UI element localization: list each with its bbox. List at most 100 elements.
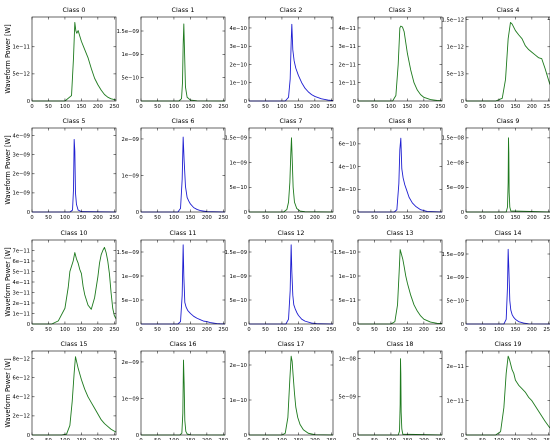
y-axis-title: Waveform Power [W] bbox=[4, 135, 12, 204]
chart-panel-13: Class 13 0 50 100 150 200 250 5e−11 1e−10 1.5e−10… bbox=[334, 229, 446, 333]
x-tick-label: 200 bbox=[202, 438, 212, 440]
series-line bbox=[358, 358, 443, 436]
series-line bbox=[249, 137, 334, 213]
panel-title: Class 14 bbox=[495, 229, 522, 237]
x-tick-label: 150 bbox=[510, 438, 520, 440]
x-tick-label: 250 bbox=[109, 438, 119, 440]
x-tick-label: 0 bbox=[247, 438, 250, 440]
x-tick-label: 100 bbox=[277, 438, 287, 440]
y-tick-label: 8e−12 bbox=[13, 356, 30, 362]
x-tick-label: 0 bbox=[464, 104, 467, 110]
x-tick-label: 100 bbox=[494, 104, 504, 110]
plot-frame bbox=[465, 127, 550, 213]
y-tick-label: 1e−10 bbox=[339, 274, 356, 280]
panel-title: Class 8 bbox=[389, 117, 412, 125]
chart-panel-0: Class 0 0 50 100 150 200 250 5e−12 1e−11 0 bbox=[13, 6, 120, 110]
y-tick-label: 3e−10 bbox=[230, 44, 247, 50]
chart-panel-14: Class 14 0 50 100 150 200 250 5e−10 1e−09 1.5e−09… bbox=[442, 229, 550, 333]
x-tick-label: 250 bbox=[109, 104, 119, 110]
x-tick-label: 100 bbox=[277, 215, 287, 221]
x-tick-label: 250 bbox=[109, 327, 119, 333]
y-tick-label: 1.5e−10 bbox=[334, 250, 356, 256]
panel-title: Class 13 bbox=[387, 229, 414, 237]
y-tick-label-zero: 0 bbox=[353, 210, 356, 216]
plot-frame bbox=[140, 127, 226, 213]
x-tick-label: 250 bbox=[326, 215, 336, 221]
plot-frame bbox=[465, 239, 550, 325]
x-tick-label: 0 bbox=[30, 327, 33, 333]
x-tick-label: 200 bbox=[310, 104, 320, 110]
y-tick-label: 3e−11 bbox=[13, 290, 30, 296]
series-line bbox=[466, 355, 550, 436]
series-line bbox=[358, 249, 443, 325]
x-tick-label: 250 bbox=[326, 327, 336, 333]
y-tick-label: 1e−11 bbox=[13, 311, 30, 317]
y-tick-label: 2e−09 bbox=[122, 137, 139, 143]
x-tick-label: 150 bbox=[76, 438, 86, 440]
y-tick-label: 1.5e−08 bbox=[442, 136, 464, 142]
y-tick-label: 2e−09 bbox=[122, 360, 139, 366]
plot-frame bbox=[357, 127, 443, 213]
y-tick-label: 2e−09 bbox=[13, 172, 30, 178]
y-tick-label: 5e−12 bbox=[13, 72, 30, 78]
panel-title: Class 7 bbox=[280, 117, 303, 125]
plot-frame bbox=[248, 350, 334, 436]
x-tick-label: 200 bbox=[310, 438, 320, 440]
plot-frame bbox=[140, 350, 226, 436]
panel-title: Class 4 bbox=[497, 6, 520, 14]
x-tick-label: 200 bbox=[527, 327, 537, 333]
x-tick-label: 50 bbox=[262, 327, 269, 333]
x-tick-label: 0 bbox=[464, 327, 467, 333]
x-tick-label: 150 bbox=[185, 438, 195, 440]
y-tick-label-zero: 0 bbox=[461, 433, 464, 439]
y-tick-label: 1e−08 bbox=[339, 356, 356, 362]
panel-title: Class 18 bbox=[387, 340, 414, 348]
chart-panel-4: Class 4 0 50 100 150 200 250 5e−13 1e−12 1.5e−12 0 bbox=[442, 6, 550, 110]
y-axis-title: Waveform Power [W] bbox=[4, 358, 12, 427]
plot-frame bbox=[465, 350, 550, 436]
y-tick-label: 5e−10 bbox=[447, 298, 464, 304]
chart-panel-6: Class 6 0 50 100 150 200 250 1e−09 2e−09 0 bbox=[122, 117, 229, 221]
x-tick-label: 0 bbox=[464, 438, 467, 440]
plot-frame bbox=[357, 350, 443, 436]
y-tick-label: 4e−11 bbox=[339, 26, 356, 32]
y-tick-label: 2e−10 bbox=[339, 187, 356, 193]
x-tick-label: 100 bbox=[386, 438, 396, 440]
panel-title: Class 11 bbox=[170, 229, 197, 237]
y-tick-label: 1e−09 bbox=[122, 274, 139, 280]
y-tick-label-zero: 0 bbox=[244, 210, 247, 216]
series-line bbox=[32, 21, 117, 102]
x-tick-label: 50 bbox=[479, 438, 486, 440]
x-tick-label: 50 bbox=[154, 438, 161, 440]
x-tick-label: 200 bbox=[202, 104, 212, 110]
x-tick-label: 250 bbox=[543, 327, 550, 333]
plot-frame bbox=[140, 16, 226, 102]
x-tick-label: 0 bbox=[356, 438, 359, 440]
x-tick-label: 0 bbox=[356, 327, 359, 333]
plot-frame bbox=[31, 350, 117, 436]
x-tick-label: 150 bbox=[402, 438, 412, 440]
panel-title: Class 10 bbox=[61, 229, 88, 237]
y-tick-label: 1e−09 bbox=[447, 275, 464, 281]
y-tick-label-zero: 0 bbox=[461, 322, 464, 328]
x-tick-label: 100 bbox=[494, 438, 504, 440]
x-tick-label: 0 bbox=[464, 215, 467, 221]
x-tick-label: 0 bbox=[356, 104, 359, 110]
x-tick-label: 100 bbox=[386, 104, 396, 110]
y-tick-label: 2e−11 bbox=[13, 301, 30, 307]
y-tick-label: 2e−10 bbox=[230, 363, 247, 369]
y-tick-label-zero: 0 bbox=[244, 322, 247, 328]
y-tick-label: 1e−10 bbox=[230, 398, 247, 404]
plot-frame bbox=[248, 127, 334, 213]
x-tick-label: 50 bbox=[371, 104, 378, 110]
x-tick-label: 200 bbox=[419, 215, 429, 221]
panel-title: Class 1 bbox=[172, 6, 195, 14]
x-tick-label: 150 bbox=[510, 215, 520, 221]
y-tick-label: 3e−09 bbox=[13, 153, 30, 159]
x-tick-label: 150 bbox=[185, 215, 195, 221]
y-tick-label: 5e−09 bbox=[339, 395, 356, 401]
x-tick-label: 250 bbox=[543, 438, 550, 440]
x-tick-label: 100 bbox=[60, 438, 70, 440]
